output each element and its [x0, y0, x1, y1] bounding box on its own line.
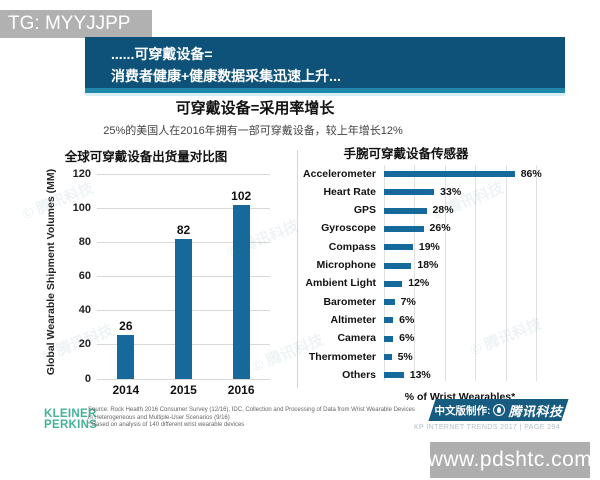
sensor-label: Ambient Light [305, 277, 376, 290]
sensor-bar [384, 372, 404, 379]
sensor-value-label: 6% [399, 313, 415, 326]
sensor-bar [384, 262, 412, 269]
sensor-value-label: 7% [400, 295, 416, 308]
bar-value-label: 82 [176, 222, 191, 237]
y-tick-label: 40 [78, 304, 91, 317]
bar [117, 334, 135, 379]
header-accent-strip [85, 88, 565, 93]
sensor-value-label: 5% [397, 350, 413, 363]
sensor-value-label: 33% [440, 185, 462, 198]
sensor-label: Microphone [316, 259, 377, 271]
y-tick-label: 120 [72, 167, 91, 180]
sensor-value-label: 26% [429, 222, 451, 235]
diagonal-watermark: © 腾讯科技 [19, 179, 97, 224]
sensor-bar [384, 225, 424, 232]
kleiner-perkins-logo-line1: KLEINER [44, 408, 97, 420]
sensor-value-label: 18% [417, 259, 439, 271]
left-chart-plot-area: 0 20 40 60 80 100 120 26 2014 82 2015 102 2016 [73, 168, 270, 397]
kleiner-perkins-logo: KLEINER PERKINS [44, 408, 98, 431]
y-gridline [97, 207, 270, 209]
tg-watermark-tag: TG: MYYJJPP [0, 10, 152, 38]
sensor-bar [384, 171, 515, 177]
tencent-banner-prefix: 中文版制作: [434, 404, 491, 417]
header-line2: 消费者健康+健康数据采集迅速上升... [111, 68, 341, 84]
right-chart-title: 手腕可穿戴设备传感器 [343, 147, 469, 161]
x-tick-label: 2015 [170, 383, 197, 397]
y-tick-label: 80 [78, 235, 91, 248]
sensor-label: Heart Rate [323, 185, 376, 198]
tencent-banner-brand: 腾讯科技 [508, 403, 563, 419]
header-banner: ......可穿戴设备= 消费者健康+健康数据采集迅速上升... [85, 37, 565, 88]
sensor-label: Others [342, 368, 376, 381]
v-gridline [384, 165, 385, 381]
sensor-value-label: 19% [418, 240, 440, 253]
y-gridline [97, 173, 270, 175]
bar [175, 238, 192, 379]
sensor-bar [384, 244, 413, 251]
y-gridline [97, 378, 270, 380]
y-tick-label: 20 [78, 338, 91, 351]
sensor-bar [384, 280, 403, 287]
page-title: 可穿戴设备=采用率增长 [175, 100, 335, 117]
v-gridline [536, 165, 537, 381]
v-gridline [414, 165, 416, 381]
left-chart-y-axis-label: Global Wearable Shipment Volumes (MM) [45, 168, 57, 376]
sensor-value-label: 6% [399, 332, 415, 345]
sensor-bar [384, 299, 395, 306]
tencent-banner: 中文版制作: 腾讯科技 [428, 399, 569, 421]
sensor-bar [384, 335, 394, 342]
sensor-label: Compass [328, 240, 376, 253]
chart-divider [297, 150, 298, 388]
report-page-info: KP INTERNET TRENDS 2017 | PAGE 294 [413, 424, 560, 431]
v-gridline [444, 165, 446, 381]
bar-value-label: 102 [231, 188, 252, 203]
left-chart-title: 全球可穿戴设备出货量对比图 [64, 150, 228, 164]
header-accent-fade [85, 93, 565, 96]
right-chart-plot-area: Accelerometer 86% Heart Rate 33% GPS 28% Gyros… [303, 165, 542, 383]
x-tick-label: 2014 [112, 383, 140, 397]
sensor-label: Altimeter [330, 313, 376, 326]
y-tick-label: 0 [84, 372, 91, 385]
sensor-bar [384, 189, 435, 196]
sensor-bar [384, 354, 392, 360]
x-tick-label: 2016 [227, 383, 255, 397]
sensor-value-label: 86% [520, 167, 542, 180]
sensor-label: GPS [353, 204, 376, 217]
sensor-label: Thermometer [308, 350, 376, 363]
sensor-label: Camera [337, 332, 376, 345]
bar [232, 204, 250, 379]
page-subtitle: 25%的美国人在2016年拥有一部可穿戴设备，较上年增长12% [103, 125, 403, 137]
v-gridline [505, 165, 507, 381]
sensor-label: Barometer [323, 295, 376, 308]
kleiner-perkins-logo-line2: PERKINS [44, 419, 98, 431]
sensor-label: Gyroscope [321, 222, 376, 235]
sensor-label: Accelerometer [303, 167, 376, 180]
header-line1: ......可穿戴设备= [111, 46, 213, 62]
url-watermark: www.pdshtc.com [428, 442, 592, 478]
y-tick-label: 60 [78, 270, 91, 282]
tencent-penguin-icon [493, 404, 506, 416]
sensor-value-label: 28% [432, 204, 454, 217]
sensor-bar [384, 317, 394, 324]
source-line2: * Based on analysis of 140 different wri… [88, 422, 245, 428]
source-note: Source: Rock Health 2016 Consumer Survey… [88, 407, 418, 430]
v-gridline [475, 165, 477, 381]
sensor-value-label: 12% [408, 277, 430, 290]
sensor-value-label: 13% [409, 368, 431, 381]
y-tick-label: 100 [72, 201, 91, 214]
bar-value-label: 26 [119, 318, 133, 333]
source-line1: Source: Rock Health 2016 Consumer Survey… [88, 407, 415, 421]
sensor-bar [384, 207, 427, 214]
